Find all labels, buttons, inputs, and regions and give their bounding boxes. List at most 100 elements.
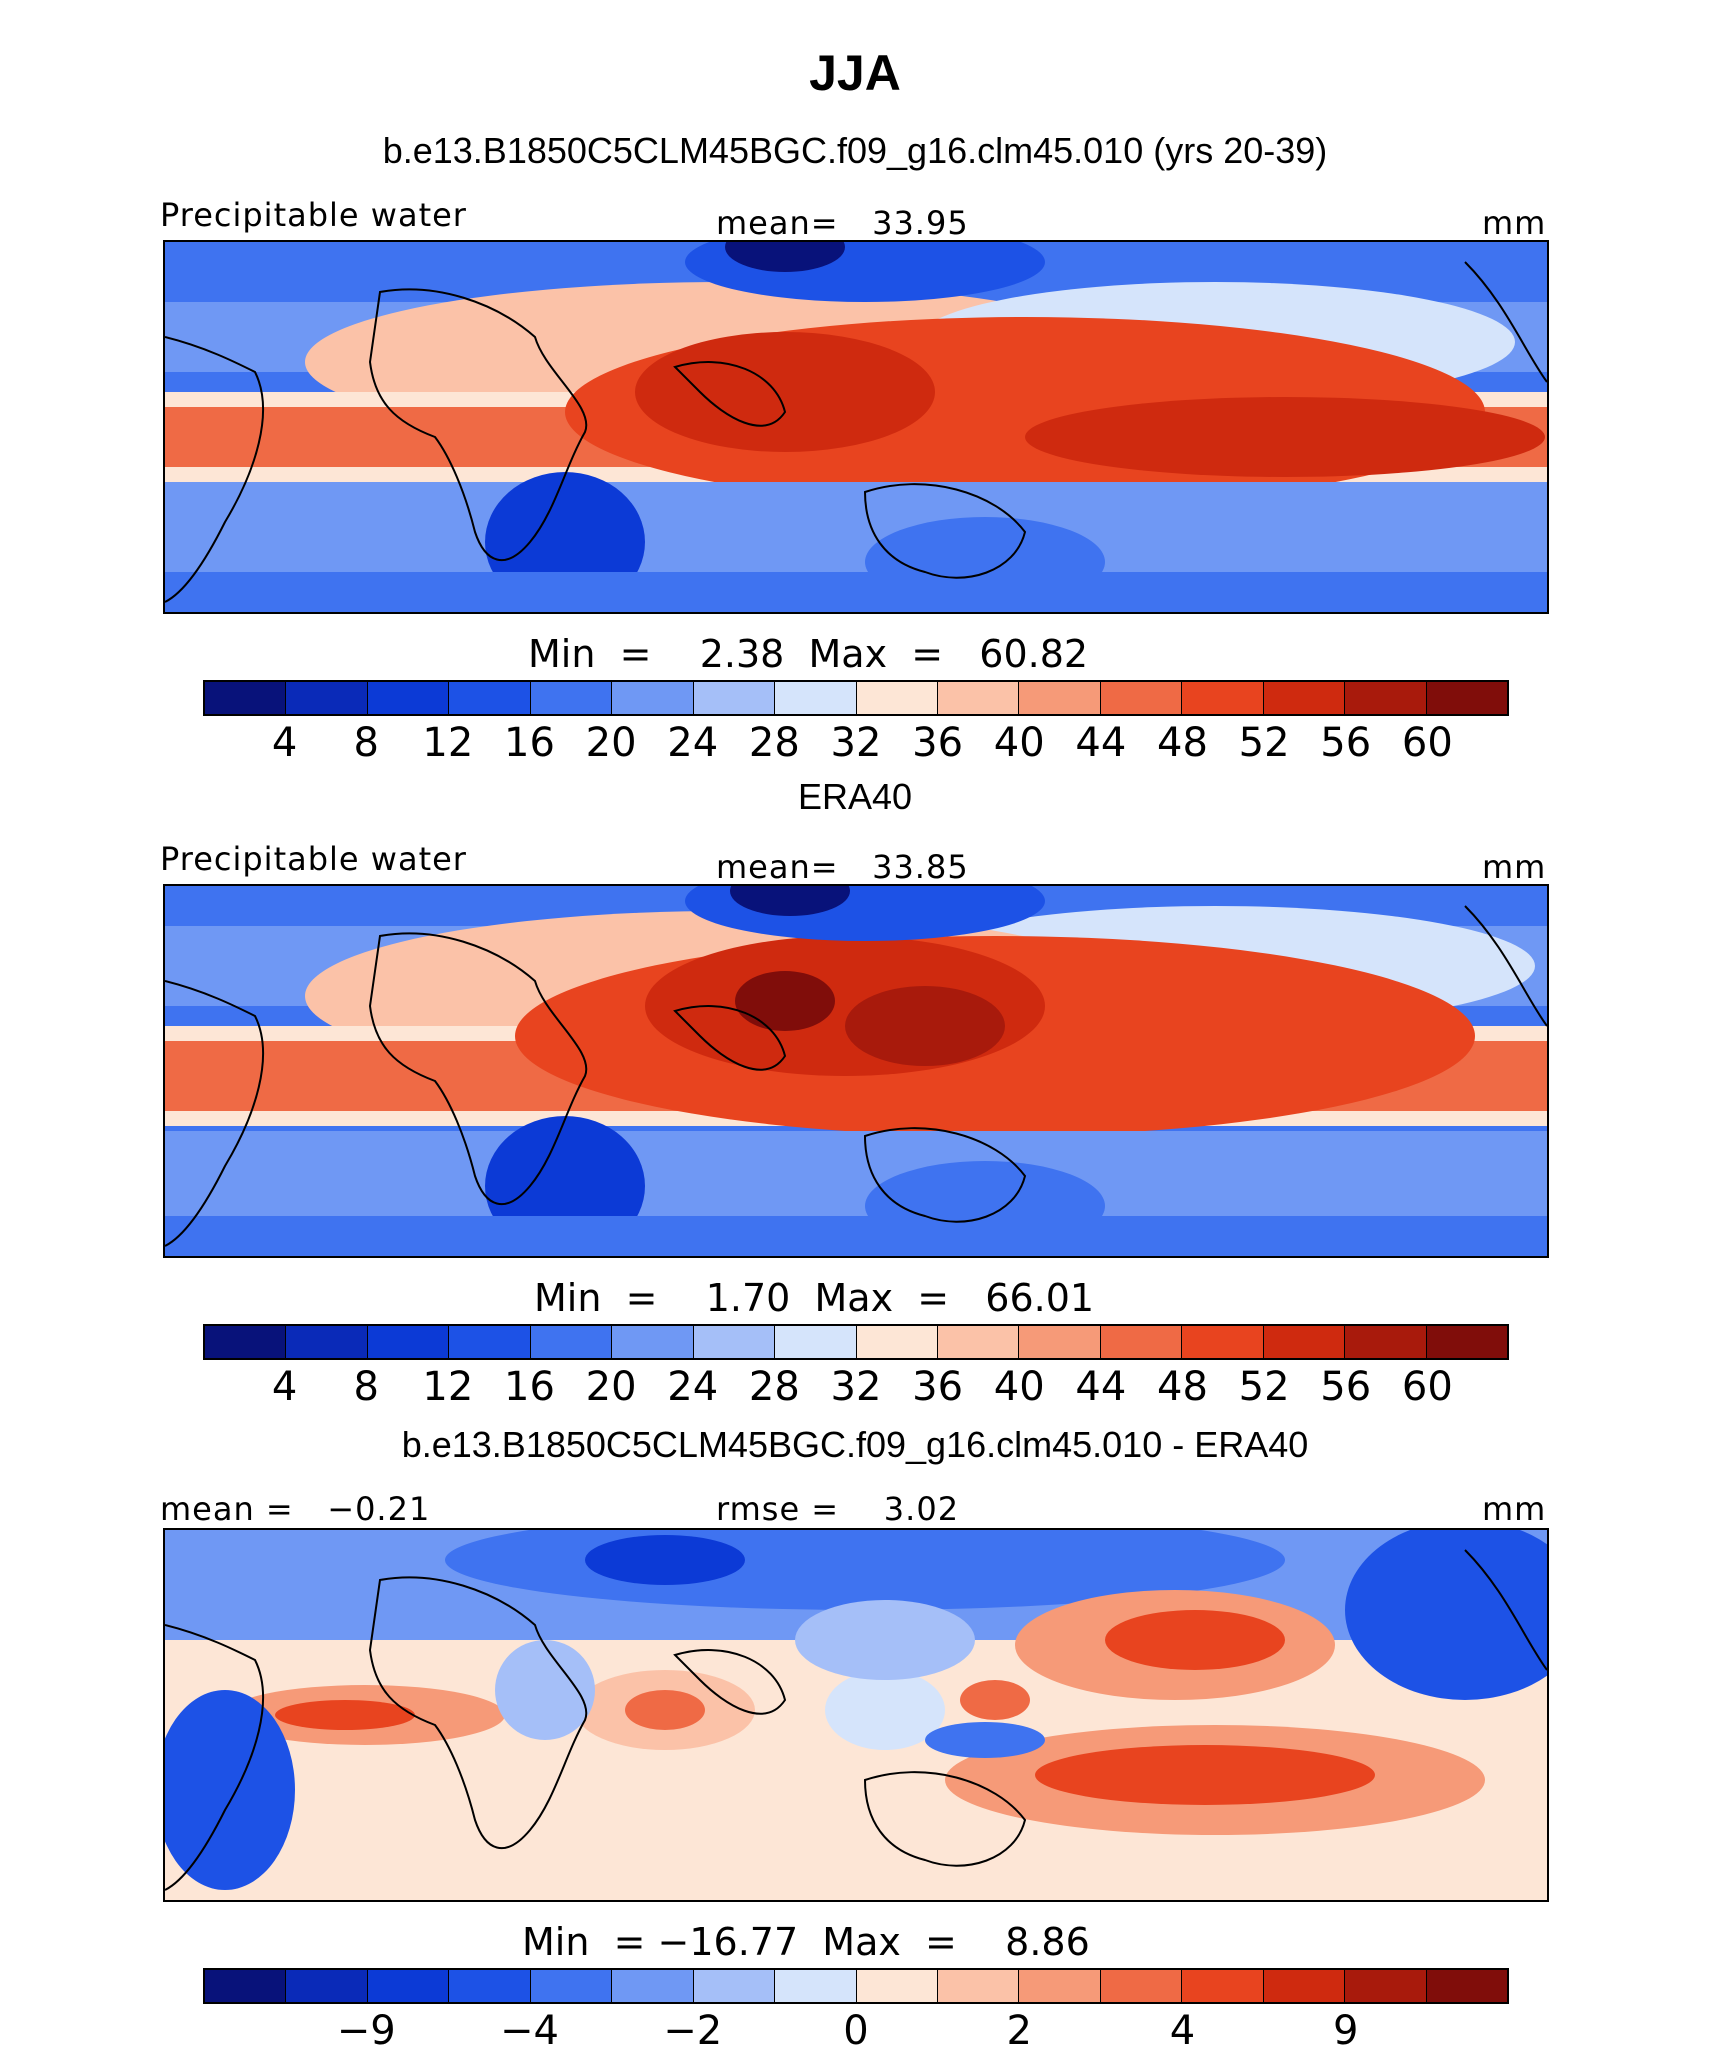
panel-1-map — [163, 240, 1549, 614]
colorbar-3-box-11 — [1100, 1970, 1183, 2002]
panel-1-coastlines — [165, 261, 1547, 603]
colorbar-3-tick: −4 — [500, 2008, 559, 2054]
colorbar-2-box-5 — [612, 1326, 694, 1358]
colorbar-2-tick: 4 — [271, 1364, 298, 1410]
colorbar-2-box-15 — [1426, 1326, 1507, 1358]
colorbar-3-tick: 4 — [1169, 2008, 1196, 2054]
panel-3-rmse-label: rmse = 3.02 — [716, 1490, 960, 1528]
colorbar-3-tick: −2 — [663, 2008, 723, 2054]
panel-2-variable-label: Precipitable water — [160, 840, 467, 878]
colorbar-1-box-2 — [367, 682, 450, 714]
colorbar-2-tick: 56 — [1320, 1364, 1372, 1410]
colorbar-1-tick: 16 — [504, 720, 555, 766]
colorbar-3-box-9 — [937, 1970, 1020, 2002]
colorbar-2-tick: 48 — [1157, 1364, 1208, 1410]
colorbar-1-box-10 — [1019, 682, 1101, 714]
panel-2-coastlines — [165, 905, 1547, 1247]
colorbar-2-box-1 — [286, 1326, 368, 1358]
colorbar-3-box-12 — [1182, 1970, 1264, 2002]
colorbar-1-tick: 20 — [585, 720, 637, 766]
colorbar-3-tick: −9 — [336, 2008, 396, 2054]
colorbar-1-tick: 44 — [1075, 720, 1127, 766]
colorbar-1-tick: 36 — [912, 720, 964, 766]
colorbar-2-tick: 16 — [504, 1364, 555, 1410]
colorbar-1-tick: 28 — [748, 720, 800, 766]
colorbar-1-tick: 24 — [667, 720, 719, 766]
colorbar-2-tick: 24 — [667, 1364, 719, 1410]
colorbar-1-tick: 40 — [993, 720, 1045, 766]
colorbar-3-box-8 — [856, 1970, 938, 2002]
colorbar-2-box-2 — [367, 1326, 450, 1358]
panel-2-map — [163, 884, 1549, 1258]
colorbar-3-box-0 — [205, 1970, 287, 2002]
colorbar-1-box-9 — [937, 682, 1020, 714]
panel-2-colorbar-ticks: 4 8 12 16 20 24 28 32 36 40 44 48 52 56 60 — [0, 1360, 1710, 1410]
colorbar-1-tick: 52 — [1238, 720, 1290, 766]
colorbar-1-tick: 56 — [1320, 720, 1372, 766]
panel-2-field — [165, 886, 1547, 1256]
colorbar-2-box-12 — [1182, 1326, 1264, 1358]
panel-2-min-max: Min = 1.70 Max = 66.01 — [534, 1276, 1095, 1320]
colorbar-2-box-14 — [1345, 1326, 1427, 1358]
colorbar-1-box-1 — [286, 682, 368, 714]
colorbar-3-box-1 — [286, 1970, 368, 2002]
colorbar-1-box-7 — [775, 682, 857, 714]
colorbar-2-box-8 — [856, 1326, 938, 1358]
colorbar-1-box-6 — [693, 682, 776, 714]
colorbar-3-tick: 9 — [1333, 2008, 1359, 2054]
colorbar-3-tick: 0 — [843, 2008, 869, 2054]
panel-2-mean-label: mean= 33.85 — [716, 848, 969, 886]
colorbar-2-tick: 20 — [585, 1364, 637, 1410]
colorbar-3-box-3 — [449, 1970, 531, 2002]
colorbar-1-box-4 — [530, 682, 613, 714]
colorbar-3-box-15 — [1426, 1970, 1507, 2002]
colorbar-2-box-11 — [1100, 1326, 1183, 1358]
colorbar-2-tick: 44 — [1075, 1364, 1127, 1410]
panel-3-field — [165, 1530, 1547, 1900]
colorbar-2-box-9 — [937, 1326, 1020, 1358]
panel-2-heading: ERA40 — [797, 776, 913, 817]
colorbar-1-box-13 — [1263, 682, 1346, 714]
colorbar-1-tick: 4 — [271, 720, 298, 766]
colorbar-1-box-3 — [449, 682, 531, 714]
panel-3-units-label: mm — [1482, 1490, 1547, 1528]
colorbar-1-tick: 12 — [422, 720, 474, 766]
colorbar-2-tick: 32 — [830, 1364, 882, 1410]
panel-3-colorbar — [203, 1968, 1509, 2004]
colorbar-3-box-2 — [367, 1970, 450, 2002]
panel-1-variable-label: Precipitable water — [160, 196, 467, 234]
colorbar-3-box-10 — [1019, 1970, 1101, 2002]
colorbar-2-box-4 — [530, 1326, 613, 1358]
colorbar-1-box-12 — [1182, 682, 1264, 714]
colorbar-3-box-4 — [530, 1970, 613, 2002]
colorbar-2-tick: 60 — [1401, 1364, 1453, 1410]
colorbar-1-tick: 60 — [1401, 720, 1453, 766]
colorbar-2-box-0 — [205, 1326, 287, 1358]
figure-title: JJA — [809, 45, 901, 101]
colorbar-2-tick: 12 — [422, 1364, 474, 1410]
colorbar-2-box-3 — [449, 1326, 531, 1358]
colorbar-3-box-14 — [1345, 1970, 1427, 2002]
colorbar-2-tick: 40 — [993, 1364, 1045, 1410]
panel-3-heading: b.e13.B1850C5CLM45BGC.f09_g16.clm45.010 … — [401, 1424, 1309, 1465]
colorbar-1-box-8 — [856, 682, 938, 714]
colorbar-2-tick: 28 — [748, 1364, 800, 1410]
colorbar-2-tick: 52 — [1238, 1364, 1290, 1410]
colorbar-1-box-11 — [1100, 682, 1183, 714]
colorbar-2-tick: 36 — [912, 1364, 964, 1410]
colorbar-2-box-10 — [1019, 1326, 1101, 1358]
panel-3-coastlines — [165, 1549, 1547, 1891]
panel-1-heading: b.e13.B1850C5CLM45BGC.f09_g16.clm45.010 … — [382, 130, 1328, 171]
panel-3-map — [163, 1528, 1549, 1902]
colorbar-2-box-13 — [1263, 1326, 1346, 1358]
panel-3-colorbar-ticks: −9 −4 −2 0 2 4 9 — [0, 2004, 1710, 2054]
colorbar-2-tick: 8 — [353, 1364, 379, 1410]
colorbar-1-tick: 48 — [1157, 720, 1208, 766]
colorbar-1-box-14 — [1345, 682, 1427, 714]
colorbar-3-box-6 — [693, 1970, 776, 2002]
colorbar-1-box-0 — [205, 682, 287, 714]
panel-3-min-max: Min = −16.77 Max = 8.86 — [522, 1920, 1090, 1964]
colorbar-1-box-15 — [1426, 682, 1507, 714]
panel-1-mean-label: mean= 33.95 — [716, 204, 969, 242]
colorbar-1-tick: 32 — [830, 720, 882, 766]
